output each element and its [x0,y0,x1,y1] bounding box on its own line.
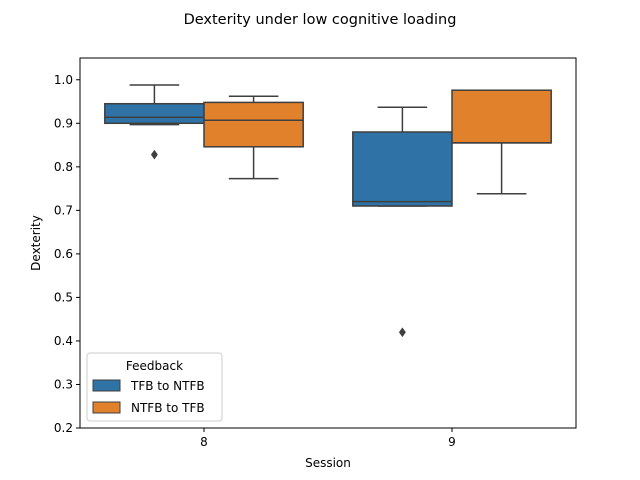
legend-title: Feedback [126,359,183,373]
y-tick-label: 0.7 [54,203,73,217]
chart-title: Dexterity under low cognitive loading [184,12,457,28]
outlier-point [150,149,158,160]
x-tick-label: 8 [200,435,208,449]
box-iqr [352,131,453,207]
y-tick-label: 0.3 [54,377,73,391]
outlier-point [398,327,406,338]
legend-label-ntfb-to-tfb: NTFB to TFB [131,401,205,415]
box-iqr [451,89,552,144]
plot-marks [104,84,552,338]
x-axis-label: Session [305,456,351,470]
legend: Feedback TFB to NTFB NTFB to TFB [86,352,223,422]
y-tick-label: 0.8 [54,160,73,174]
y-tick-label: 1.0 [54,73,73,87]
y-tick-label: 0.4 [54,334,73,348]
legend-swatch-ntfb-to-tfb [92,401,121,414]
y-tick-label: 0.6 [54,247,73,261]
legend-swatch-tfb-to-ntfb [92,379,121,392]
legend-frame [86,352,223,422]
y-tick-label: 0.5 [54,290,73,304]
y-axis-label: Dexterity [29,215,43,271]
x-tick-label: 9 [448,435,456,449]
y-axis: 0.2 0.3 0.4 0.5 0.6 0.7 0.8 0.9 1.0 [54,73,80,435]
y-tick-label: 0.9 [54,116,73,130]
legend-label-tfb-to-ntfb: TFB to NTFB [130,379,205,393]
box-iqr [203,101,304,148]
y-tick-label: 0.2 [54,421,73,435]
plot-frame [79,57,577,429]
box-iqr [104,102,205,125]
